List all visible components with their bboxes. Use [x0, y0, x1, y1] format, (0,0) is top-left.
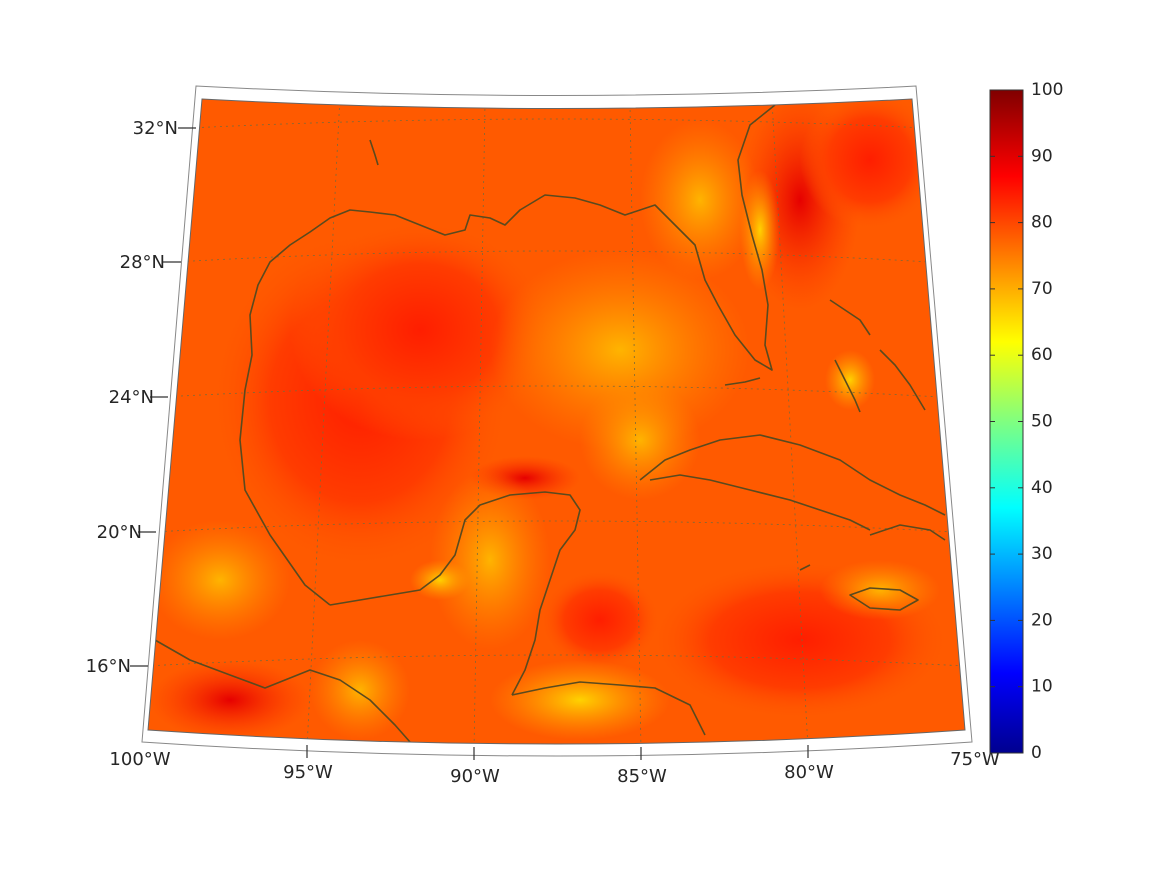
coastline [154, 104, 946, 743]
colorbar-label: 40 [1031, 478, 1053, 498]
lat-label: 28°N [120, 252, 165, 273]
colorbar-label: 30 [1031, 544, 1053, 564]
lat-label: 20°N [97, 522, 142, 543]
lon-label: 100°W [109, 749, 170, 770]
colorbar-ticks [990, 89, 1023, 754]
axis-ticks [130, 127, 809, 760]
graticule [148, 99, 965, 744]
data-field [148, 99, 965, 744]
colorbar-label: 90 [1031, 146, 1053, 166]
longitude-labels: 100°W 95°W 90°W 85°W 80°W 75°W [109, 749, 1000, 787]
map-outer-frame [141, 85, 973, 757]
lon-label: 90°W [450, 766, 500, 787]
colorbar-label: 10 [1031, 677, 1053, 697]
lat-label: 24°N [109, 387, 154, 408]
lon-label: 85°W [617, 766, 667, 787]
colorbar-gradient [989, 89, 1024, 754]
map-frame [147, 98, 966, 745]
lat-label: 16°N [86, 656, 131, 677]
colorbar-label: 100 [1031, 80, 1063, 100]
lon-label: 80°W [784, 762, 834, 783]
colorbar-label: 70 [1031, 279, 1053, 299]
colorbar-label: 80 [1031, 213, 1053, 233]
lon-label: 75°W [950, 749, 1000, 770]
colorbar-label: 20 [1031, 610, 1053, 630]
latitude-labels: 32°N 28°N 24°N 20°N 16°N [86, 118, 178, 677]
colorbar-label: 50 [1031, 412, 1053, 432]
colorbar-label: 60 [1031, 345, 1053, 365]
lon-label: 95°W [283, 762, 333, 783]
colorbar-label: 0 [1031, 743, 1042, 763]
lat-label: 32°N [133, 118, 178, 139]
